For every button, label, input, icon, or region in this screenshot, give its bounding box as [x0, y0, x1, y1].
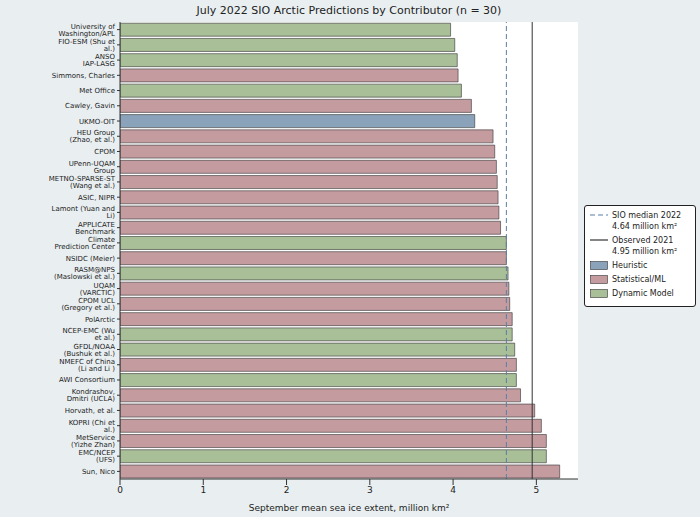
svg-text:Cawley, Gavin: Cawley, Gavin [65, 102, 115, 110]
svg-text:Met Office: Met Office [79, 87, 115, 95]
svg-text:NCEP-EMC (Wuet al.): NCEP-EMC (Wuet al.) [62, 327, 115, 342]
svg-text:APPLICATEBenchmark: APPLICATEBenchmark [75, 221, 116, 236]
html-text:Observed 2021: Observed 2021 [612, 236, 674, 245]
svg-text:HEU Group(Zhao, et al.): HEU Group(Zhao, et al.) [70, 129, 116, 144]
svg-text:ANSOIAP-LASG: ANSOIAP-LASG [83, 53, 116, 68]
svg-text:UPenn-UQAMGroup: UPenn-UQAMGroup [69, 160, 116, 175]
svg-text:EMC/NCEP(UFS): EMC/NCEP(UFS) [79, 449, 116, 464]
svg-text:Simmons, Charles: Simmons, Charles [52, 72, 116, 80]
svg-text:GFDL/NOAA(Bushuk et al.): GFDL/NOAA(Bushuk et al.) [64, 343, 116, 358]
svg-text:MetService(Yizhe Zhan): MetService(Yizhe Zhan) [71, 434, 115, 449]
svg-text:ClimatePrediction Center: ClimatePrediction Center [54, 236, 115, 251]
svg-text:Sun, Nico: Sun, Nico [82, 468, 115, 476]
svg-text:September mean sea ice extent,: September mean sea ice extent, million k… [249, 503, 450, 513]
svg-text:FIO-ESM (Shu etal.): FIO-ESM (Shu etal.) [58, 38, 115, 53]
html-text:4.95 million km²: 4.95 million km² [612, 247, 678, 256]
svg-text:UQAM(VARCTIC): UQAM(VARCTIC) [80, 282, 115, 297]
html-text:4.64 million km²: 4.64 million km² [612, 222, 678, 231]
svg-text:2: 2 [284, 485, 290, 495]
svg-text:ASIC, NIPR: ASIC, NIPR [78, 194, 115, 202]
svg-text:University ofWashington/APL: University ofWashington/APL [59, 23, 116, 38]
svg-text:Kondrashov,Dmitri (UCLA): Kondrashov,Dmitri (UCLA) [67, 388, 116, 403]
svg-text:CPOM UCL(Gregory et al.): CPOM UCL(Gregory et al.) [61, 297, 115, 312]
html-text:Statistical/ML: Statistical/ML [612, 275, 666, 284]
svg-text:3: 3 [367, 485, 373, 495]
svg-text:UKMO-OIT: UKMO-OIT [79, 118, 116, 126]
svg-text:NMEFC of China(Li and Li ): NMEFC of China(Li and Li ) [59, 358, 115, 373]
svg-text:CPOM: CPOM [94, 148, 115, 156]
svg-text:1: 1 [200, 485, 206, 495]
svg-text:AWI Consortium: AWI Consortium [59, 376, 115, 384]
html-text:Dynamic Model: Dynamic Model [612, 289, 674, 298]
svg-text:KOPRI (Chi etal.): KOPRI (Chi etal.) [69, 419, 116, 434]
svg-text:Lamont (Yuan andLi): Lamont (Yuan andLi) [52, 205, 116, 220]
html-text:July 2022 SIO Arctic Predictio: July 2022 SIO Arctic Predictions by Cont… [196, 4, 502, 17]
svg-text:RASM@NPS(Maslowski et al.): RASM@NPS(Maslowski et al.) [54, 266, 116, 281]
svg-text:0: 0 [117, 485, 123, 495]
svg-text:PolArctic: PolArctic [85, 316, 115, 324]
html-text:Heuristic: Heuristic [612, 261, 648, 270]
svg-text:4: 4 [450, 485, 456, 495]
svg-text:5: 5 [533, 485, 539, 495]
svg-text:METNO-SPARSE-ST(Wang et al.): METNO-SPARSE-ST(Wang et al.) [49, 175, 116, 190]
svg-text:Horvath, et al.: Horvath, et al. [65, 407, 115, 415]
html-text:SIO median 2022: SIO median 2022 [612, 211, 682, 220]
svg-text:NSIDC (Meier): NSIDC (Meier) [66, 255, 115, 263]
